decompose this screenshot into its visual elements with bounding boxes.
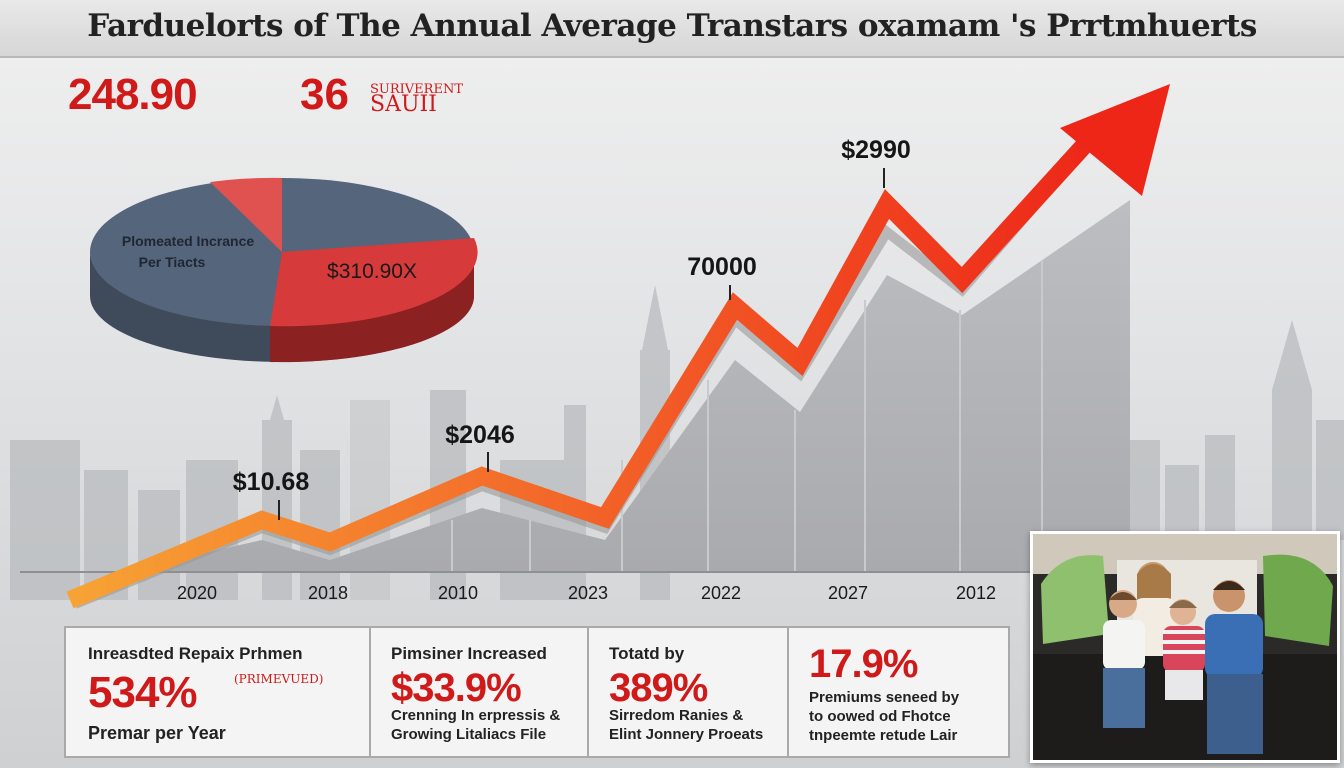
hero-stat-2: 36 [300, 70, 349, 119]
x-tick-label: 2018 [308, 583, 348, 603]
x-tick-label: 2020 [177, 583, 217, 603]
trend-arrow [66, 84, 1170, 609]
stats-card-row: Inreasdted Repaix Prhmen 534% (PRIMEVUED… [64, 626, 1010, 758]
hero-stat-2-caption-bottom: SAUII [370, 92, 437, 117]
annotation-label: $10.68 [233, 468, 310, 496]
pie-label-line2: Per Tiacts [139, 254, 206, 270]
pie-slice-red [270, 238, 478, 327]
annotation-label: $2046 [445, 421, 515, 449]
stat-card-2: Pimsiner Increased $33.9% Crenning In er… [369, 628, 589, 756]
pie-slice-small-red [210, 177, 282, 252]
stat-card-3-value: 389% [609, 666, 708, 710]
annotation-label: 70000 [687, 253, 757, 281]
trend-arrow-head [1060, 84, 1170, 196]
person-child-middle [1163, 599, 1205, 700]
trend-area [120, 200, 1130, 572]
annotation-label: $2990 [841, 136, 911, 164]
pie-chart: Plomeated Incrance Per Tiacts $310.90X [90, 177, 478, 363]
pie-side-red [270, 252, 475, 363]
person-child-left [1103, 590, 1145, 728]
stat-card-3: Totatd by 389% Sirredom Ranies & Elint J… [587, 628, 789, 756]
stat-card-2-sub-1: Crenning In erpressis & [391, 707, 561, 724]
family-photo [1030, 531, 1340, 763]
person-adult-man [1205, 580, 1263, 754]
stat-card-1: Inreasdted Repaix Prhmen 534% (PRIMEVUED… [66, 628, 369, 756]
pie-label-line1: Plomeated Incrance [122, 233, 254, 249]
stat-card-3-sub-2: Elint Jonnery Proeats [609, 726, 764, 743]
stat-card-4-sub-3: tnpeemte retude Lair [809, 727, 958, 744]
stat-card-1-tag: (PRIMEVUED) [234, 672, 324, 686]
x-tick-label: 2012 [956, 583, 996, 603]
stat-card-1-value: 534% [88, 668, 198, 717]
annotation-labels: $10.68 $2046 70000 $2990 [233, 136, 911, 496]
stat-card-4-sub-1: Premiums seneed by [809, 689, 960, 706]
stat-card-2-label: Pimsiner Increased [391, 644, 547, 663]
family-photo-illustration [1033, 534, 1337, 760]
x-tick-label: 2010 [438, 583, 478, 603]
x-tick-labels: 2020 2018 2010 2023 2022 2027 2012 [177, 583, 996, 603]
stat-card-1-label: Inreasdted Repaix Prhmen [88, 644, 303, 663]
stat-card-2-sub-2: Growing Litaliacs File [391, 726, 547, 743]
title-bar: Farduelorts of The Annual Average Transt… [0, 0, 1344, 58]
area-dividers [451, 260, 1043, 572]
hero-stat-2-caption-top: SURIVERENT [370, 82, 463, 97]
stat-card-4: 17.9% Premiums seneed by to oowed od Fho… [787, 628, 1006, 756]
x-tick-label: 2022 [701, 583, 741, 603]
stat-card-3-label: Totatd by [609, 644, 685, 663]
stat-card-4-sub-2: to oowed od Fhotce [809, 708, 951, 725]
annotation-ticks [278, 168, 885, 520]
stat-card-4-value: 17.9% [809, 642, 918, 686]
x-tick-label: 2023 [568, 583, 608, 603]
stat-card-3-sub-1: Sirredom Ranies & [609, 707, 744, 724]
trend-arrow-line [66, 121, 1107, 609]
pie-value-label: $310.90X [327, 260, 417, 283]
x-tick-label: 2027 [828, 583, 868, 603]
chart-title: Farduelorts of The Annual Average Transt… [87, 8, 1257, 44]
hero-stat-1: 248.90 [68, 70, 198, 119]
stat-card-2-value: $33.9% [391, 666, 522, 710]
stat-card-1-sub: Premar per Year [88, 723, 226, 743]
